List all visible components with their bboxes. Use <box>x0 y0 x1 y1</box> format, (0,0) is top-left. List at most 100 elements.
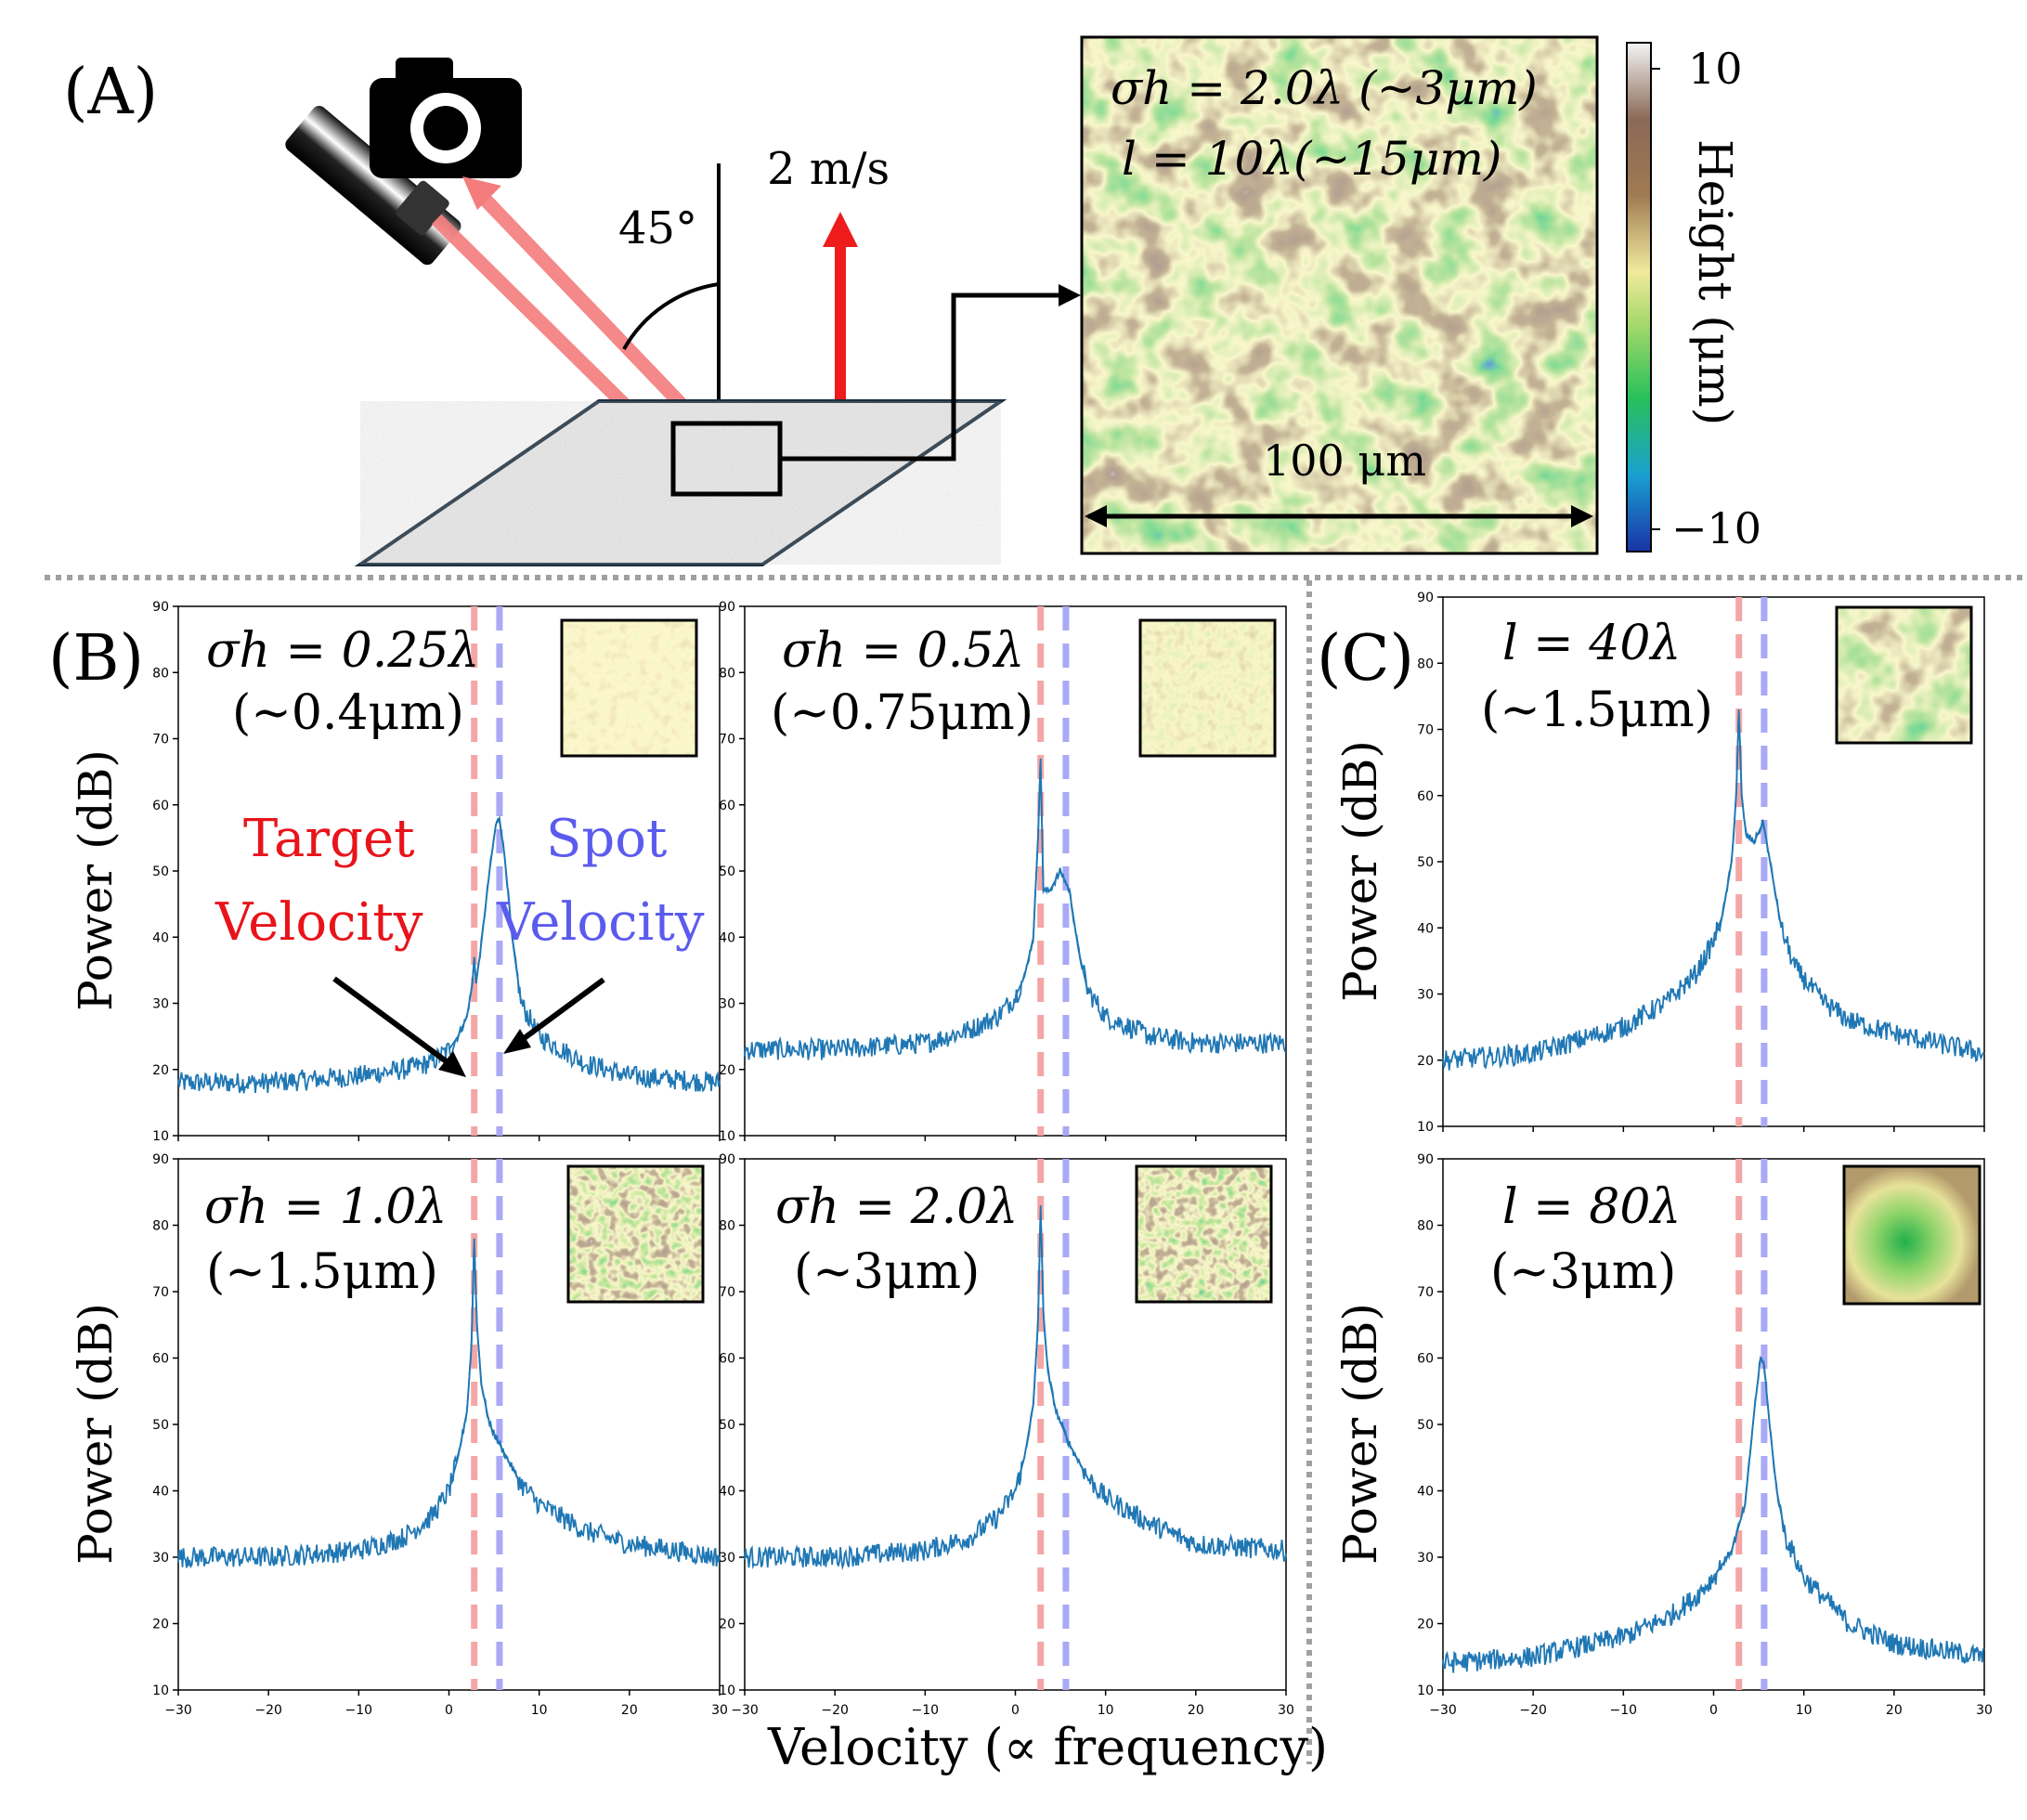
spectrum-peak-c1 <box>1712 709 1783 942</box>
angle-arc <box>622 282 720 350</box>
inset-border-b3 <box>566 1164 705 1304</box>
y-tick-label-b2: 30 <box>719 997 735 1012</box>
spectrum-peak-b4 <box>1014 1205 1088 1491</box>
roughness-title-b3: σh = 1.0λ <box>204 1179 447 1235</box>
x-tick-label-c2: 10 <box>1796 1703 1813 1718</box>
y-tick-label-c2: 40 <box>1417 1485 1434 1500</box>
inset-surface-c2 <box>1844 1166 1980 1304</box>
y-tick-label-c1: 20 <box>1417 1054 1434 1069</box>
y-tick-label-b1: 20 <box>152 1063 169 1078</box>
x-tick-label-c2: 30 <box>1976 1703 1993 1718</box>
y-tick-label-b2: 50 <box>719 864 735 879</box>
spectrum-peak-c2 <box>1712 1355 1787 1579</box>
inset-border-b2 <box>1138 618 1277 758</box>
y-tick-label-b1: 70 <box>152 733 169 748</box>
y-tick-label-c1: 50 <box>1417 855 1434 870</box>
roughness-subtitle-b3: (~1.5μm) <box>206 1244 438 1300</box>
y-tick-label-b4: 20 <box>719 1618 735 1632</box>
y-tick-label-b1: 40 <box>152 930 169 945</box>
y-tick-label-c1: 80 <box>1417 656 1434 671</box>
y-tick-label-b4: 70 <box>719 1285 735 1300</box>
y-tick-label-b4: 60 <box>719 1352 735 1367</box>
roughness-title-b1: σh = 0.25λ <box>206 623 479 679</box>
y-axis-label-c1: Power (dB) <box>1333 740 1387 1002</box>
y-tick-label-c2: 90 <box>1417 1152 1434 1167</box>
x-tick-label-b3: 0 <box>445 1703 453 1718</box>
angle-label: 45° <box>618 202 697 254</box>
spectrum-peak-b1 <box>448 815 523 1050</box>
spectrum-peak-b2 <box>1014 758 1089 997</box>
inset-border-c1 <box>1835 605 1973 745</box>
y-tick-label-b4: 10 <box>719 1684 735 1698</box>
x-tick-label-c2: −20 <box>1519 1703 1547 1718</box>
y-tick-label-b3: 10 <box>152 1684 169 1698</box>
colorbar-min: −10 <box>1671 503 1761 553</box>
y-tick-label-b4: 50 <box>719 1418 735 1433</box>
target-surface-texture <box>360 401 1001 565</box>
y-tick-label-b3: 20 <box>152 1618 169 1632</box>
reflected-beam-arrowhead <box>462 176 501 210</box>
spectrum-line-b1 <box>177 817 721 1094</box>
x-tick-label-c2: 0 <box>1709 1703 1718 1718</box>
spot-velocity-label-2: Velocity <box>496 892 705 953</box>
zoom-connector-arrowhead <box>1059 284 1081 306</box>
scale-bar-left-arrowhead <box>1085 505 1107 527</box>
y-tick-label-b3: 60 <box>152 1352 169 1367</box>
panel-label-b: (B) <box>48 622 144 696</box>
velocity-label: 2 m/s <box>767 143 890 195</box>
x-tick-label-c2: −10 <box>1610 1703 1638 1718</box>
scale-bar-label: 100 μm <box>1263 436 1426 486</box>
y-tick-label-b1: 60 <box>152 799 169 813</box>
y-tick-label-b2: 60 <box>719 799 735 813</box>
x-tick-label-b3: −10 <box>345 1703 373 1718</box>
colorbar-label: Height (μm) <box>1688 139 1742 425</box>
x-tick-label-b4: −10 <box>912 1703 940 1718</box>
y-tick-label-b2: 10 <box>719 1129 735 1144</box>
surface-map-texture <box>1082 37 1597 553</box>
camera-icon <box>370 58 522 178</box>
panel-label-c: (C) <box>1317 622 1414 696</box>
x-tick-label-b4: 20 <box>1188 1703 1204 1718</box>
y-axis-label-b1: Power (dB) <box>69 749 123 1011</box>
y-tick-label-b1: 80 <box>152 666 169 681</box>
target-annotation-arrow <box>332 976 457 1071</box>
y-tick-label-b2: 80 <box>719 666 735 681</box>
x-tick-label-b4: 0 <box>1011 1703 1020 1718</box>
roughness-subtitle-b4: (~3μm) <box>794 1244 980 1300</box>
spot-annotation-arrowhead <box>503 1029 531 1054</box>
y-tick-label-b1: 50 <box>152 864 169 879</box>
inset-texture-b2 <box>1140 620 1275 756</box>
y-tick-label-b2: 40 <box>719 930 735 945</box>
roughness-subtitle-c2: (~3μm) <box>1490 1244 1676 1300</box>
inset-border-b4 <box>1135 1164 1273 1304</box>
y-tick-label-b3: 40 <box>152 1485 169 1500</box>
inset-texture-b1 <box>562 620 696 756</box>
y-tick-label-b2: 20 <box>719 1063 735 1078</box>
inset-texture-b4 <box>1137 1166 1271 1302</box>
y-tick-label-b4: 30 <box>719 1551 735 1566</box>
surface-map-border <box>1080 35 1599 555</box>
y-tick-label-c1: 70 <box>1417 723 1434 738</box>
y-tick-label-b2: 90 <box>719 600 735 615</box>
y-tick-label-b1: 30 <box>152 997 169 1012</box>
y-tick-label-b1: 10 <box>152 1129 169 1144</box>
y-tick-label-c1: 40 <box>1417 921 1434 936</box>
inset-texture-c1 <box>1837 607 1971 743</box>
panel-label-a: (A) <box>63 56 158 129</box>
roughness-subtitle-c1: (~1.5μm) <box>1481 682 1713 738</box>
y-tick-label-b4: 80 <box>719 1219 735 1234</box>
y-tick-label-c2: 10 <box>1417 1684 1434 1698</box>
y-tick-label-c1: 60 <box>1417 789 1434 804</box>
roughness-subtitle-b1: (~0.4μm) <box>232 685 464 741</box>
roughness-title-b2: σh = 0.5λ <box>782 623 1024 679</box>
y-tick-label-b3: 90 <box>152 1152 169 1167</box>
roughness-title-b4: σh = 2.0λ <box>775 1179 1018 1235</box>
x-tick-label-b4: 30 <box>1278 1703 1294 1718</box>
spectrum-peak-b3 <box>448 1238 522 1491</box>
colorbar-max: 10 <box>1688 44 1743 94</box>
laser-icon <box>285 106 461 266</box>
y-tick-label-c1: 90 <box>1417 591 1434 605</box>
target-annotation-arrowhead <box>438 1051 466 1077</box>
x-tick-label-c2: −30 <box>1429 1703 1457 1718</box>
roughness-title-c1: l = 40λ <box>1502 616 1681 671</box>
